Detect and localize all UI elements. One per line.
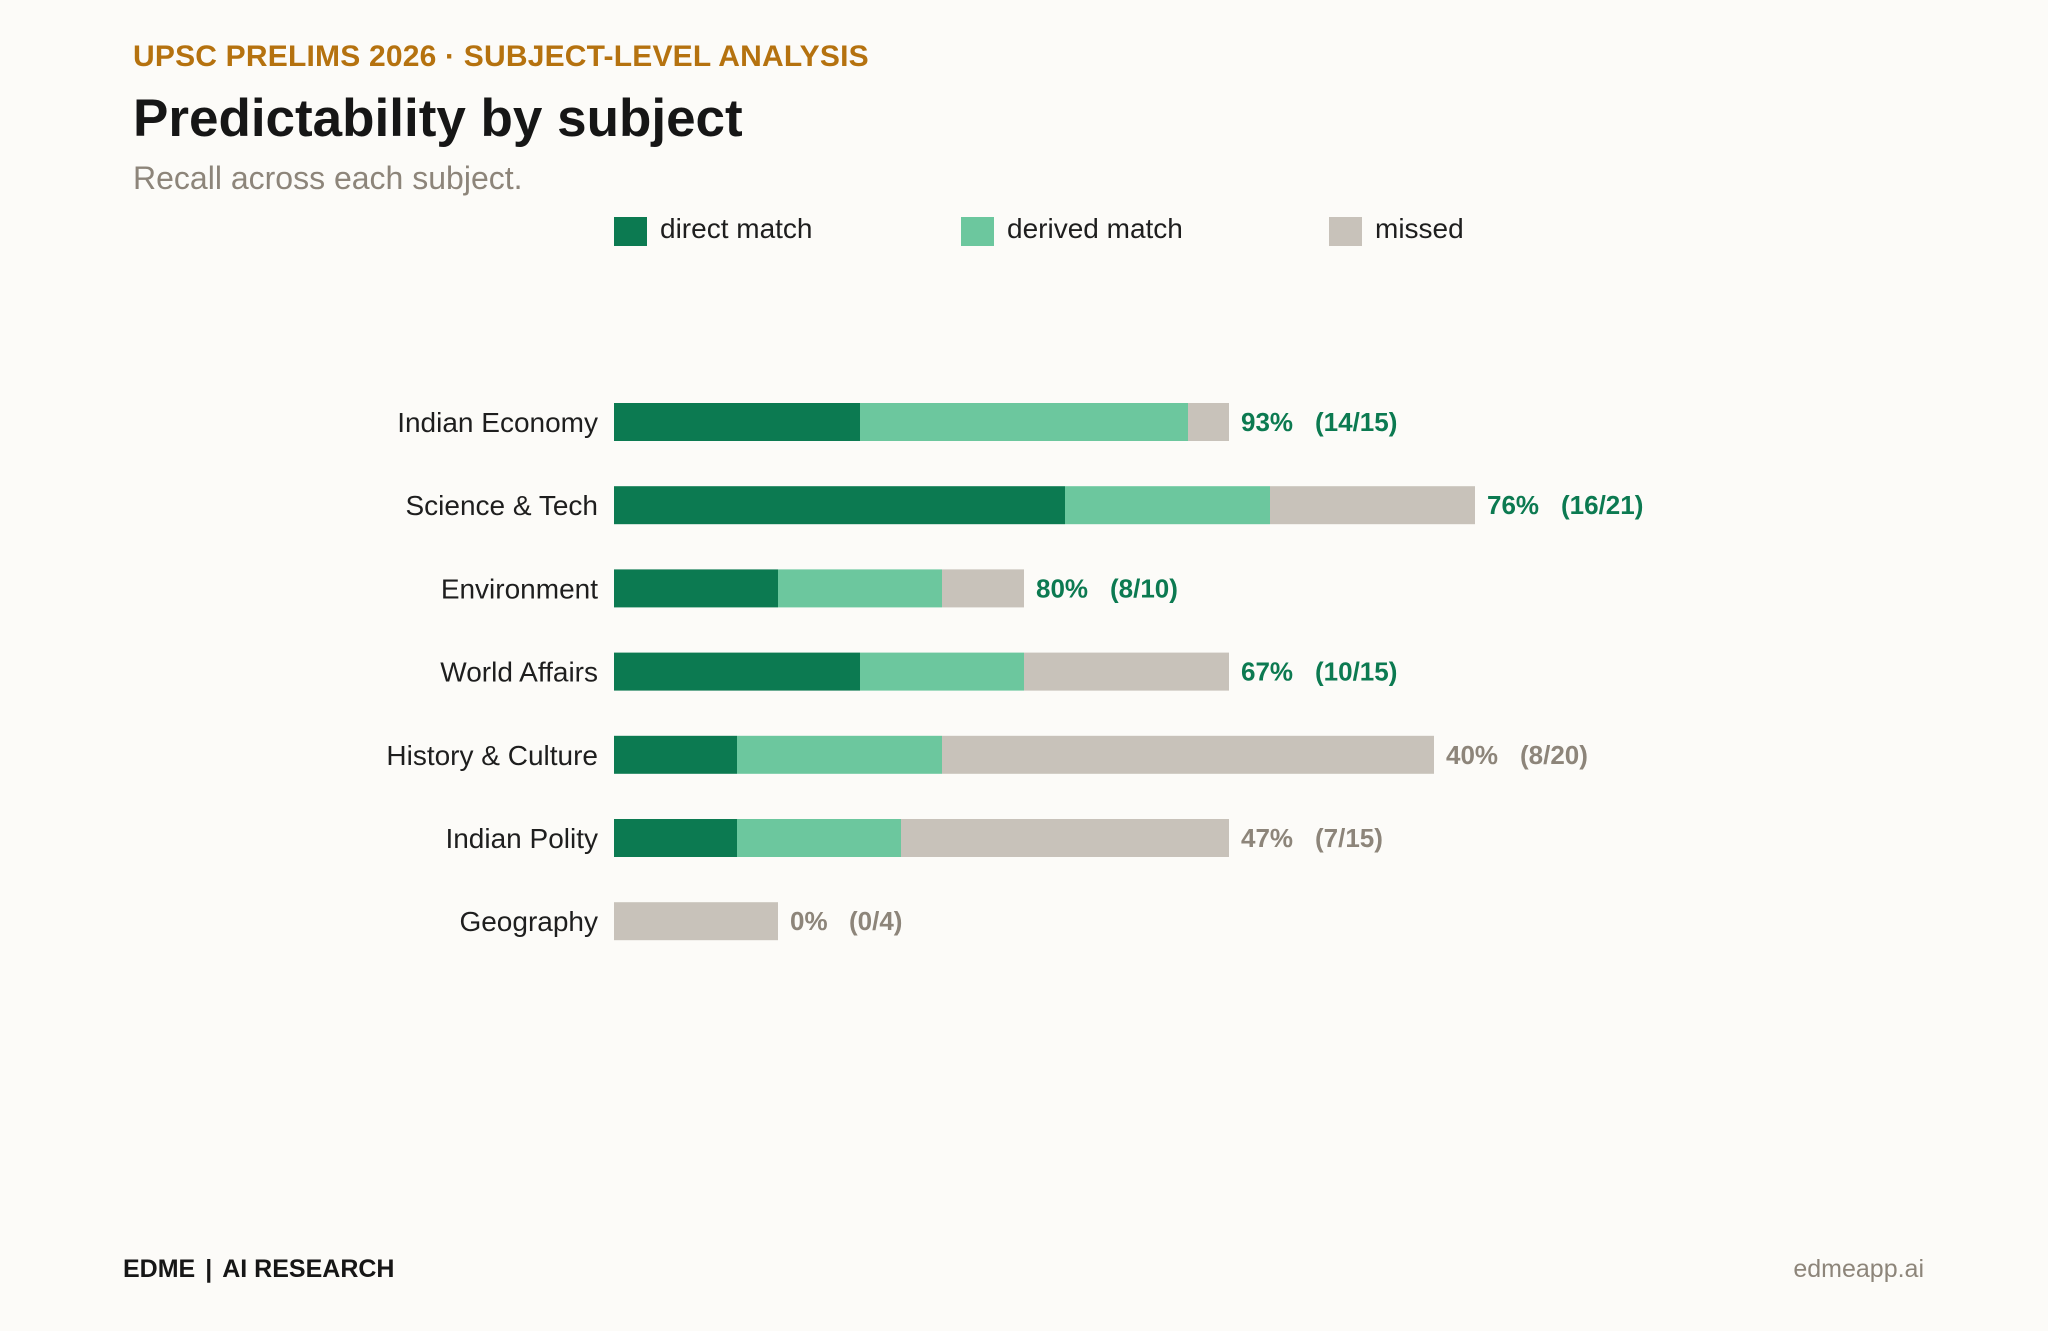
bar-segment-derived-match — [737, 735, 942, 774]
category-label: Indian Polity — [445, 823, 598, 854]
category-label: World Affairs — [440, 657, 598, 688]
value-label-fraction: (16/21) — [1561, 490, 1643, 520]
category-label: Environment — [441, 573, 598, 604]
bar-segment-missed — [942, 569, 1024, 608]
bar-segment-missed — [614, 902, 778, 941]
category-label: History & Culture — [386, 740, 598, 771]
legend-swatch-1 — [614, 217, 647, 246]
chart-kicker: UPSC PRELIMS 2026 · SUBJECT-LEVEL ANALYS… — [133, 40, 869, 73]
bar-segment-direct-match — [614, 735, 737, 774]
value-label-fraction: (10/15) — [1315, 657, 1397, 687]
value-label-percent: 67% — [1241, 657, 1293, 687]
bar-segment-missed — [942, 735, 1434, 774]
value-label-fraction: (8/20) — [1520, 740, 1588, 770]
value-label-fraction: (7/15) — [1315, 823, 1383, 853]
value-label-percent: 76% — [1487, 490, 1539, 520]
bar-segment-derived-match — [778, 569, 942, 608]
value-label-percent: 93% — [1241, 407, 1293, 437]
legend-swatch-2 — [961, 217, 994, 246]
bar-segment-direct-match — [614, 486, 1065, 525]
bar-segment-direct-match — [614, 819, 737, 857]
value-label-fraction: (8/10) — [1110, 573, 1178, 603]
category-label: Geography — [459, 906, 598, 937]
footer-brand: EDME | AI RESEARCH — [123, 1255, 394, 1284]
bar-segment-missed — [1188, 403, 1229, 441]
chart-title: Predictability by subject — [133, 89, 743, 148]
footer-separator: | — [205, 1255, 213, 1283]
value-label-fraction: (14/15) — [1315, 407, 1397, 437]
value-label-percent: 0% — [790, 906, 828, 936]
footer-brand-name: EDME — [123, 1255, 196, 1283]
value-label-percent: 47% — [1241, 823, 1293, 853]
legend-label-1: direct match — [660, 213, 813, 244]
bar-segment-derived-match — [1065, 486, 1270, 525]
bar-segment-direct-match — [614, 652, 860, 691]
bar-segment-derived-match — [860, 652, 1024, 691]
value-label-fraction: (0/4) — [849, 906, 902, 936]
category-label: Indian Economy — [397, 407, 598, 438]
bar-segment-direct-match — [614, 403, 860, 441]
bar-segment-missed — [1024, 652, 1229, 691]
bar-segment-missed — [1270, 486, 1475, 525]
footer-tagline: AI RESEARCH — [222, 1255, 395, 1283]
legend-label-2: derived match — [1007, 213, 1183, 244]
footer-url[interactable]: edmeapp.ai — [1793, 1255, 1924, 1283]
bar-segment-derived-match — [860, 403, 1188, 441]
category-label: Science & Tech — [406, 490, 599, 521]
legend-swatch-3 — [1329, 217, 1362, 246]
bar-segment-missed — [901, 819, 1229, 857]
bar-segment-direct-match — [614, 569, 778, 608]
value-label-percent: 40% — [1446, 740, 1498, 770]
legend-label-3: missed — [1375, 213, 1464, 244]
chart-subtitle: Recall across each subject. — [133, 160, 523, 196]
bar-segment-derived-match — [737, 819, 901, 857]
value-label-percent: 80% — [1036, 573, 1088, 603]
